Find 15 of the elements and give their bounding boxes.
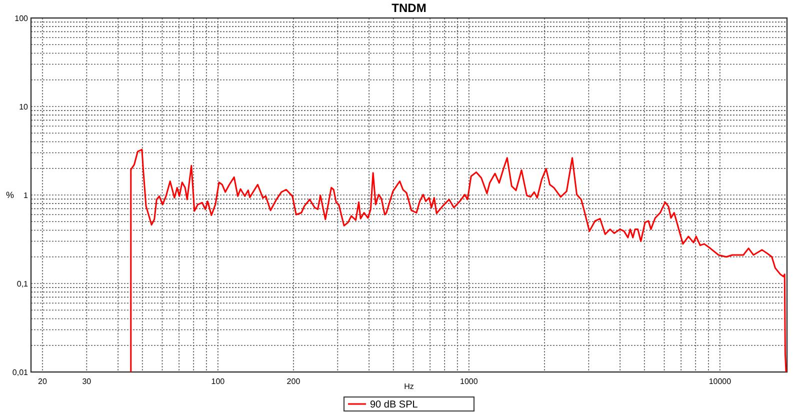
x-tick-label: 20 xyxy=(38,377,48,386)
x-tick-label: 30 xyxy=(82,377,92,386)
y-tick-label: 100 xyxy=(14,14,29,23)
y-tick-label: 0,01 xyxy=(12,368,29,377)
y-tick-label: 0,1 xyxy=(16,280,29,288)
y-tick-label: 10 xyxy=(19,102,29,112)
x-tick-label: 1000 xyxy=(460,377,478,386)
x-tick-label: 200 xyxy=(286,377,301,386)
legend-label: 90 dB SPL xyxy=(370,400,418,410)
chart-title: TNDM xyxy=(392,1,426,15)
y-tick-label: 1 xyxy=(24,191,29,200)
y-axis-title: % xyxy=(6,190,14,200)
x-axis-title: Hz xyxy=(404,382,414,391)
x-tick-label: 10000 xyxy=(708,377,732,386)
x-tick-label: 100 xyxy=(211,377,226,386)
